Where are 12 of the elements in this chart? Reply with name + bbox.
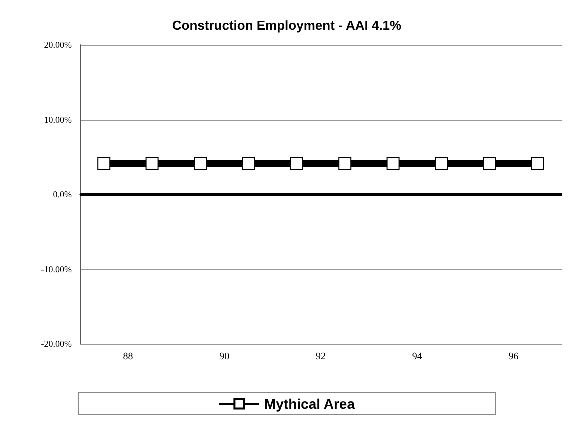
legend-label: Mythical Area [264,396,356,412]
y-tick-label: 20.00% [44,40,72,50]
y-tick-label: 10.00% [44,114,72,125]
x-tick-label: 96 [508,352,519,362]
x-tick-label: 92 [316,352,326,362]
x-tick-label: 90 [220,352,230,362]
x-tick-label: 88 [123,352,134,362]
x-tick-label: 94 [412,352,422,362]
y-tick-label: 0.0% [53,190,72,200]
chart-title: Construction Employment - AAI 4.1% [172,18,402,33]
y-tick-label: -20.00% [41,339,72,349]
y-tick-label: -10.00% [41,264,72,274]
